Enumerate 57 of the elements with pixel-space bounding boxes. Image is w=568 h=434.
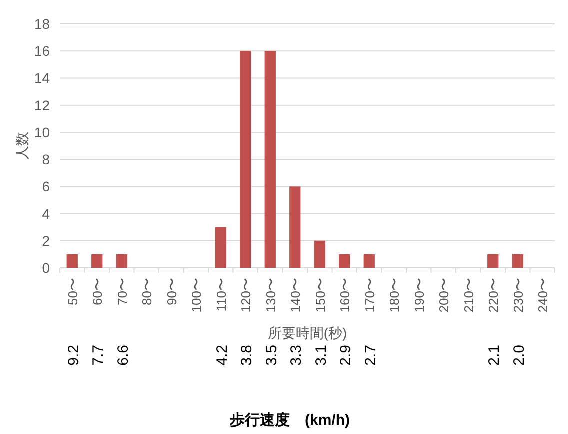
text: 4.2 bbox=[214, 345, 231, 366]
bar bbox=[240, 51, 252, 268]
y-tick-label: 4 bbox=[42, 206, 50, 222]
bar bbox=[290, 186, 301, 268]
text: 2.9 bbox=[338, 345, 355, 366]
text: 3.5 bbox=[263, 345, 280, 366]
x-axis-title: 所要時間(秒) bbox=[268, 325, 348, 341]
x-tick-label: 200〜 bbox=[436, 278, 452, 313]
text: 9.2 bbox=[65, 345, 82, 366]
x-tick-label: 80〜 bbox=[140, 278, 155, 306]
x-tick-label: 210〜 bbox=[461, 278, 476, 313]
x-tick-label: 240〜 bbox=[536, 278, 551, 313]
bar bbox=[314, 240, 326, 268]
text: 3.8 bbox=[238, 345, 256, 366]
x-tick-label: 110〜 bbox=[214, 278, 229, 312]
x-tick-label: 160〜 bbox=[338, 278, 353, 313]
text: 2.0 bbox=[510, 345, 528, 366]
x-tick-label: 100〜 bbox=[189, 278, 204, 313]
bar bbox=[92, 254, 103, 268]
x-tick-label: 70〜 bbox=[114, 278, 130, 306]
bar bbox=[116, 254, 128, 268]
y-axis-title: 人数 bbox=[14, 132, 30, 160]
y-tick-label: 0 bbox=[42, 260, 50, 276]
text: 歩行速度 (km/h) bbox=[229, 411, 350, 429]
x-tick-label: 90〜 bbox=[164, 278, 180, 306]
x-tick-label: 140〜 bbox=[288, 278, 304, 313]
x-tick-label: 170〜 bbox=[362, 278, 378, 313]
text: 2.7 bbox=[362, 345, 380, 366]
text: 3.1 bbox=[312, 345, 330, 366]
bar bbox=[364, 254, 375, 268]
x-tick-label: 50〜 bbox=[65, 278, 80, 306]
y-tick-label: 10 bbox=[34, 124, 50, 140]
bar bbox=[66, 254, 78, 268]
y-tick-label: 2 bbox=[42, 232, 50, 249]
x-tick-label: 220〜 bbox=[486, 278, 502, 313]
bar bbox=[488, 254, 499, 268]
bar bbox=[339, 254, 350, 268]
text: 3.3 bbox=[288, 345, 306, 366]
y-tick-label: 8 bbox=[42, 152, 50, 168]
x-tick-label: 130〜 bbox=[263, 278, 278, 313]
text: 7.7 bbox=[90, 345, 108, 366]
y-tick-label: 18 bbox=[34, 16, 50, 32]
y-tick-label: 6 bbox=[42, 178, 50, 195]
y-tick-label: 12 bbox=[34, 97, 50, 114]
x-tick-label: 60〜 bbox=[90, 278, 106, 306]
bar bbox=[215, 227, 226, 268]
bar bbox=[264, 51, 276, 268]
bar bbox=[512, 254, 524, 268]
text: 6.6 bbox=[114, 345, 132, 366]
x-tick-label: 150〜 bbox=[312, 278, 328, 313]
x-tick-label: 180〜 bbox=[387, 278, 402, 313]
y-tick-label: 16 bbox=[34, 43, 50, 60]
x-tick-label: 190〜 bbox=[412, 278, 427, 313]
x-tick-label: 230〜 bbox=[510, 278, 526, 313]
text: 2.1 bbox=[486, 345, 504, 366]
y-tick-label: 14 bbox=[34, 70, 50, 86]
x-tick-label: 120〜 bbox=[238, 278, 254, 313]
